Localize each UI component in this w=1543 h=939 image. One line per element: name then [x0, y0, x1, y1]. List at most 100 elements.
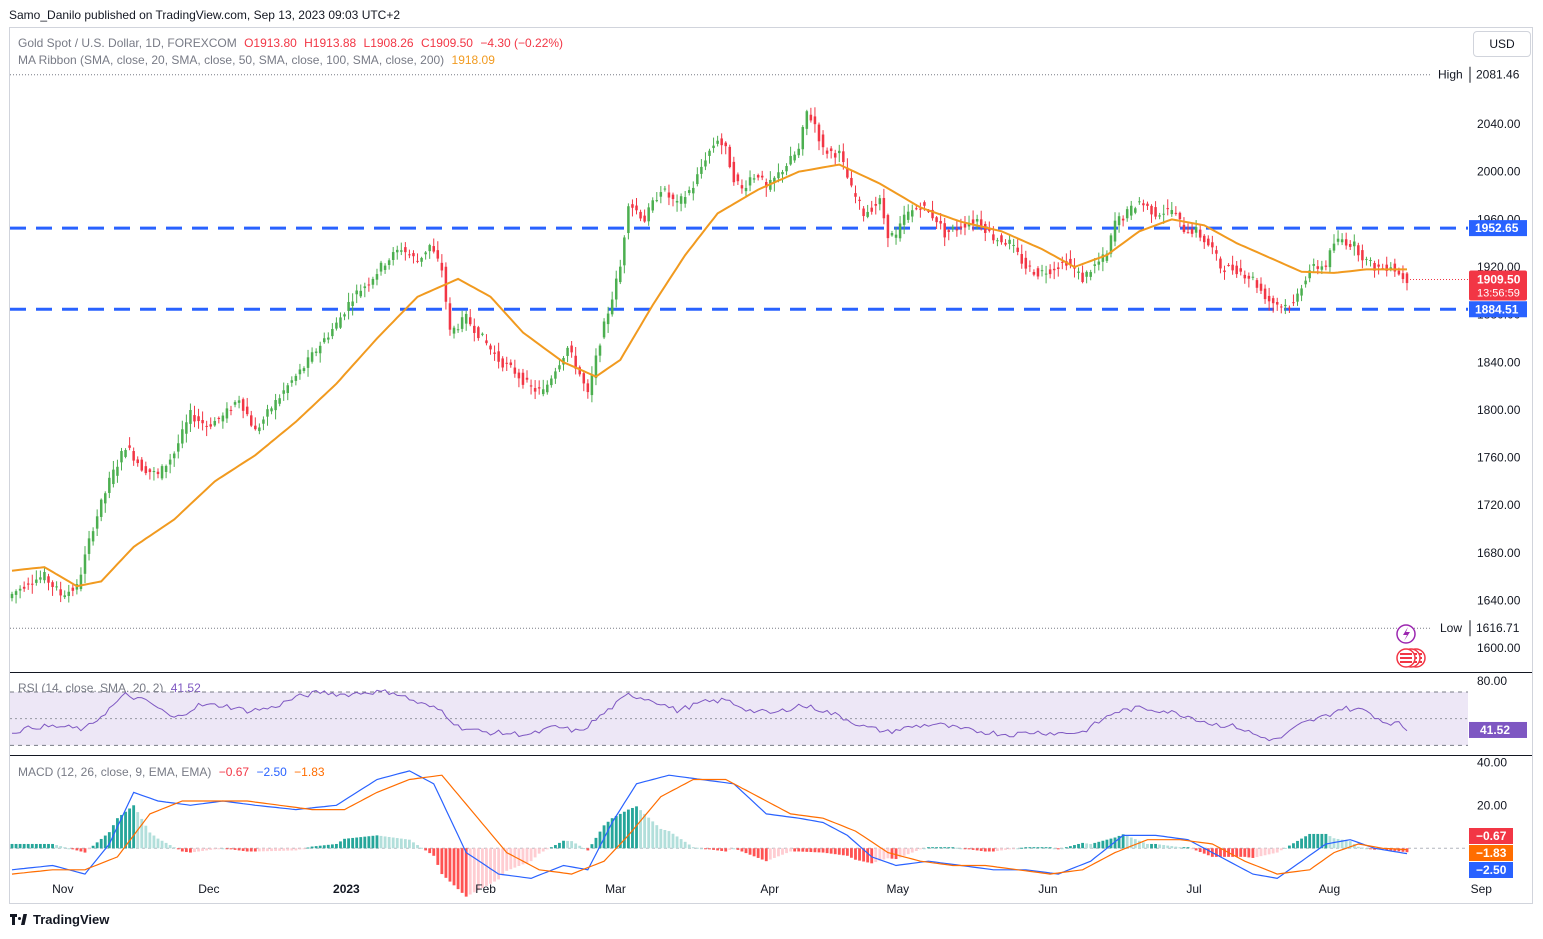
candle [79, 574, 83, 590]
candle [177, 443, 180, 452]
macd-histogram-bar [1154, 843, 1157, 849]
candle [627, 206, 630, 234]
macd-histogram-bar [1397, 848, 1401, 852]
candle [886, 215, 890, 239]
macd-histogram-bar [83, 848, 87, 853]
macd-histogram-bar [854, 848, 857, 860]
macd-histogram-bar [1146, 843, 1149, 849]
macd-histogram-bar [708, 848, 711, 850]
macd-tick-label: 40.00 [1477, 755, 1507, 769]
macd-histogram-bar [201, 848, 205, 851]
macd-histogram-bar [391, 837, 395, 849]
candle [809, 114, 813, 121]
price-tick-label: 1600.00 [1477, 641, 1521, 655]
candle [217, 417, 221, 419]
candle [765, 182, 768, 188]
macd-histogram-bar [1235, 848, 1239, 857]
macd-histogram-bar [355, 837, 359, 849]
tradingview-logo[interactable]: TradingView [10, 912, 109, 927]
macd-histogram-bar [606, 821, 610, 849]
candle [440, 262, 444, 271]
candle [1284, 304, 1287, 307]
macd-histogram-bar [1271, 848, 1275, 854]
candle [43, 572, 46, 581]
macd-histogram-bar [424, 848, 428, 851]
macd-histogram-bar [375, 835, 379, 849]
macd-histogram-bar [1158, 844, 1162, 849]
macd-histogram-bar [935, 847, 939, 849]
macd-histogram-bar [1336, 838, 1340, 849]
candle [801, 127, 805, 150]
macd-histogram-bar [1304, 836, 1308, 849]
currency-button[interactable]: USD [1473, 31, 1531, 57]
candle [213, 420, 217, 426]
candle [298, 369, 302, 375]
candle [71, 587, 75, 591]
macd-histogram-bar [298, 848, 302, 850]
macd-histogram-bar [1117, 835, 1121, 849]
candle [343, 314, 346, 317]
macd-histogram-bar [728, 848, 732, 850]
candle [635, 205, 638, 211]
candle [254, 425, 257, 430]
candle [205, 425, 208, 427]
candle [1336, 238, 1340, 242]
macd-histogram-bar [278, 848, 282, 851]
macd-histogram-bar [229, 848, 233, 850]
macd-histogram-bar [266, 848, 269, 852]
candle [923, 202, 926, 206]
time-tick-label: Mar [605, 882, 626, 896]
candle [1121, 218, 1125, 221]
close-value: C1909.50 [420, 36, 473, 50]
candle [902, 214, 906, 225]
macd-histogram-bar [1109, 838, 1113, 849]
macd-histogram-bar [1008, 848, 1012, 850]
macd-histogram-bar [1000, 848, 1003, 851]
candle [704, 160, 707, 167]
macd-histogram-bar [1178, 847, 1182, 849]
level-label-box [1469, 301, 1527, 318]
time-tick-label: Sep [1471, 882, 1493, 896]
macd-histogram-bar [610, 818, 614, 849]
candle [1353, 241, 1356, 247]
macd-histogram-bar [1385, 848, 1389, 851]
macd-histogram-bar [1287, 845, 1291, 849]
macd-histogram-bar [1259, 848, 1263, 857]
candle [1105, 253, 1109, 261]
candle [1271, 298, 1275, 304]
candle [906, 211, 910, 220]
candle [862, 208, 865, 217]
candle [1280, 306, 1283, 308]
candle [1008, 239, 1011, 244]
macd-histogram-bar [318, 845, 322, 849]
time-tick-label: Aug [1319, 882, 1340, 896]
candle [432, 246, 435, 252]
macd-histogram-bar [870, 848, 874, 864]
macd-histogram-bar [184, 848, 188, 853]
macd-histogram-bar [172, 847, 176, 849]
candle [31, 583, 34, 585]
candle [744, 187, 748, 192]
macd-histogram-bar [756, 848, 760, 858]
macd-histogram-bar [47, 843, 50, 849]
candle [959, 226, 963, 228]
candle [513, 367, 517, 374]
macd-histogram-bar [971, 848, 975, 850]
macd-histogram-bar [927, 847, 930, 849]
macd-histogram-bar [1133, 839, 1137, 849]
macd-histogram-bar [152, 835, 156, 849]
candle [140, 459, 144, 471]
candle [497, 351, 500, 362]
macd-histogram-bar [91, 845, 95, 849]
macd-histogram-bar [712, 848, 715, 850]
ma-label: MA Ribbon (SMA, close, 20, SMA, close, 5… [18, 53, 445, 67]
macd-value-label: −2.50 [1476, 863, 1507, 877]
candle [736, 174, 740, 182]
macd-histogram-bar [367, 836, 371, 849]
macd-histogram-bar [1328, 836, 1332, 849]
macd-histogram-bar [1340, 839, 1344, 849]
macd-histogram-bar [432, 848, 436, 856]
macd-histogram-bar [716, 848, 720, 851]
candle [99, 499, 103, 517]
